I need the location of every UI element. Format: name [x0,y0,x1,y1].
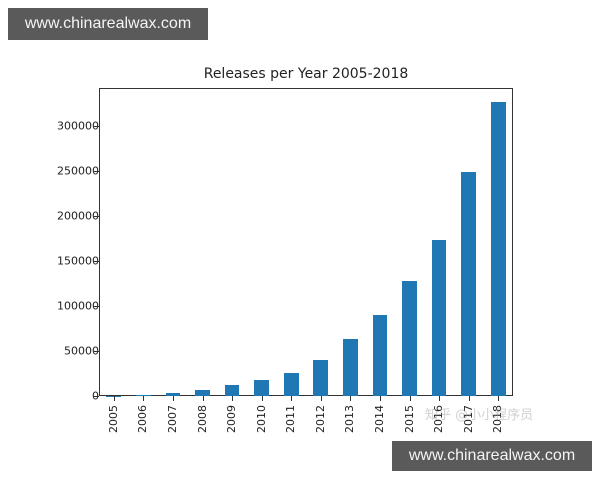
x-tick-label: 2012 [313,405,327,433]
bar-2016 [431,240,447,396]
x-tick-label: 2014 [372,405,386,433]
x-tick-mark [172,396,174,401]
y-tick-mark [94,261,99,262]
x-tick-mark [468,396,470,401]
bar-2013 [342,339,358,396]
x-tick-mark [320,396,322,401]
y-tick-label: 200000 [57,209,99,223]
bar-2017 [461,171,477,396]
bar-2010 [254,379,270,396]
x-tick-mark [232,396,234,401]
y-tick-mark [94,306,99,307]
y-tick-label: 150000 [57,254,99,268]
y-tick-mark [94,396,99,397]
x-tick-mark [202,396,204,401]
x-tick-mark [439,396,441,401]
chart-title: Releases per Year 2005-2018 [203,66,409,82]
x-tick-mark [291,396,293,401]
bar-2007 [165,393,181,396]
plot-area [99,88,513,396]
x-tick-mark [379,396,381,401]
x-tick-mark [113,396,115,401]
zhihu-watermark: 知乎 @小小程序员 [425,408,534,423]
y-tick-mark [94,216,99,217]
bar-2012 [313,360,329,396]
x-tick-label: 2009 [225,405,239,433]
y-tick-label: 100000 [57,299,99,313]
watermark-banner-bottom: www.chinarealwax.com [392,441,592,471]
bar-2006 [135,395,151,396]
y-tick-label: 50000 [64,344,99,358]
x-tick-mark [261,396,263,401]
bar-2011 [283,373,299,396]
bar-2015 [402,280,417,396]
x-tick-mark [143,396,145,401]
x-tick-mark [409,396,411,401]
x-tick-label: 2008 [195,405,209,433]
bar-2009 [224,385,240,396]
x-tick-label: 2005 [106,405,120,433]
x-tick-label: 2007 [165,405,179,433]
bar-2018 [490,102,506,396]
x-tick-label: 2010 [254,405,268,433]
y-tick-mark [94,351,99,352]
x-tick-label: 2013 [343,405,357,433]
x-tick-mark [498,396,500,401]
x-tick-label: 2015 [402,405,416,433]
x-tick-label: 2011 [284,405,298,433]
y-tick-label: 300000 [57,119,99,133]
y-tick-mark [94,171,99,172]
x-tick-mark [350,396,352,401]
bar-2008 [195,389,210,396]
watermark-banner-top: www.chinarealwax.com [8,8,208,40]
y-tick-mark [94,126,99,127]
y-tick-label: 250000 [57,164,99,178]
x-tick-label: 2006 [136,405,150,433]
bar-2014 [372,315,388,396]
